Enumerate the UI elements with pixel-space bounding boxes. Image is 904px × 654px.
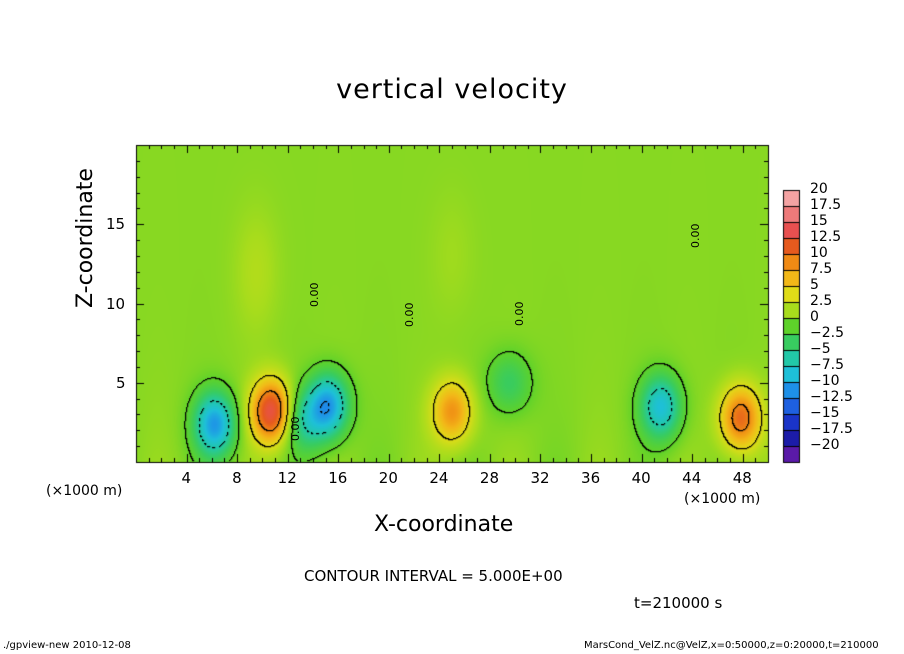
- x-tick-label: 8: [232, 469, 242, 487]
- contour-label: 0.00: [308, 282, 322, 307]
- footer-right: MarsCond_VelZ.nc@VelZ,x=0:50000,z=0:2000…: [584, 640, 879, 651]
- x-tick-label: 40: [631, 469, 651, 487]
- x-unit-label: (×1000 m): [684, 491, 761, 507]
- x-tick-label: 4: [181, 469, 192, 487]
- y-tick-label: 10: [106, 294, 126, 313]
- colorbar-level-label: −12.5: [810, 389, 853, 405]
- colorbar-level-label: 12.5: [810, 229, 842, 245]
- x-axis-label: X-coordinate: [374, 512, 514, 537]
- contour-interval-text: CONTOUR INTERVAL = 5.000E+00: [304, 567, 563, 585]
- y-axis-label: Z-coordinate: [73, 168, 98, 308]
- colorbar-level-label: 17.5: [810, 197, 842, 213]
- y-tick-label: 15: [106, 215, 126, 234]
- x-tick-label: 48: [732, 469, 752, 487]
- contour-label: 0.00: [289, 416, 303, 442]
- colorbar-level-label: 10: [810, 245, 828, 261]
- x-tick-label: 20: [378, 469, 398, 487]
- colorbar-level-label: −2.5: [810, 325, 844, 341]
- colorbar-level-label: −10: [810, 373, 840, 389]
- contour-label: 0.00: [512, 301, 526, 326]
- colorbar-level-label: 20: [810, 181, 828, 197]
- x-tick-label: 44: [682, 469, 702, 487]
- y-unit-label: (×1000 m): [46, 483, 123, 499]
- time-text: t=210000 s: [634, 594, 723, 612]
- colorbar-level-label: −15: [810, 405, 840, 421]
- colorbar-level-label: 5: [810, 277, 819, 293]
- colorbar-level-label: 7.5: [810, 261, 833, 277]
- colorbar-level-label: −5: [810, 341, 831, 357]
- x-tick-label: 12: [277, 469, 297, 487]
- chart-title: vertical velocity: [336, 74, 568, 105]
- colorbar-level-label: 0: [810, 309, 819, 325]
- contour-label: 0.00: [403, 302, 417, 328]
- colorbar-level-label: −7.5: [810, 357, 844, 373]
- footer-left: ./gpview-new 2010-12-08: [3, 640, 131, 651]
- colorbar-level-label: 2.5: [810, 293, 833, 309]
- colorbar-level-label: −17.5: [810, 421, 853, 437]
- contour-label: 0.00: [688, 223, 702, 249]
- x-tick-label: 36: [581, 469, 601, 487]
- colorbar-level-label: 15: [810, 213, 828, 229]
- x-tick-label: 16: [328, 469, 348, 487]
- colorbar-level-label: −20: [810, 437, 840, 453]
- x-tick-label: 24: [429, 469, 449, 487]
- y-tick-label: 5: [116, 373, 126, 392]
- x-tick-label: 28: [479, 469, 499, 487]
- x-tick-label: 32: [530, 469, 550, 487]
